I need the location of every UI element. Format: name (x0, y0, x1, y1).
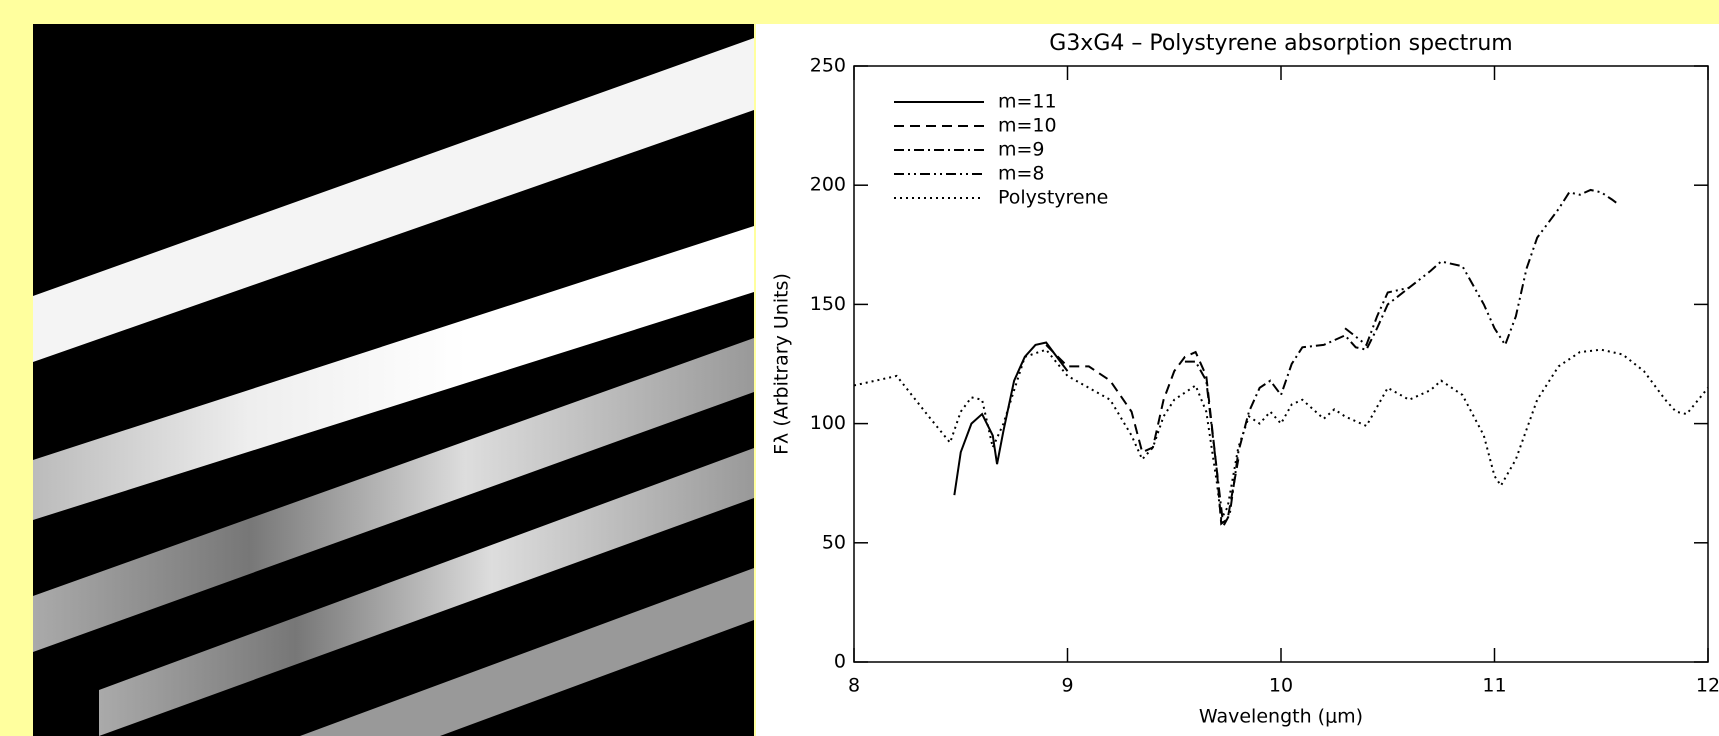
chart-panel (756, 24, 1719, 736)
series-line (1184, 286, 1410, 530)
legend-label: m=10 (998, 115, 1057, 137)
y-tick-label: 200 (810, 174, 846, 196)
x-tick-label: 9 (1061, 675, 1073, 697)
y-tick-label: 100 (810, 412, 846, 434)
series-line (1045, 344, 1240, 526)
order-band (33, 38, 754, 362)
x-axis-title: Wavelength (μm) (1199, 706, 1363, 728)
legend-label: m=8 (998, 163, 1045, 185)
x-tick-label: 8 (848, 675, 860, 697)
order-band (33, 226, 754, 520)
y-axis-title: Fλ (Arbitrary Units) (771, 273, 793, 455)
order-band (300, 568, 754, 736)
series-line (953, 341, 1069, 496)
y-tick-label: 50 (822, 531, 846, 553)
legend-label: m=11 (998, 91, 1057, 113)
series-line (853, 348, 1709, 523)
x-tick-label: 11 (1482, 675, 1506, 697)
y-tick-label: 250 (810, 55, 846, 77)
order-band (99, 448, 754, 736)
legend-label: m=9 (998, 139, 1045, 161)
x-tick-label: 12 (1696, 675, 1719, 697)
y-tick-label: 150 (810, 293, 846, 315)
y-tick-label: 0 (834, 651, 846, 673)
order-band (33, 338, 754, 652)
chart-title: G3xG4 – Polystyrene absorption spectrum (1049, 31, 1512, 56)
spectral-image (33, 24, 754, 736)
legend-label: Polystyrene (998, 187, 1108, 209)
x-tick-label: 10 (1269, 675, 1293, 697)
series-line (1344, 188, 1619, 348)
